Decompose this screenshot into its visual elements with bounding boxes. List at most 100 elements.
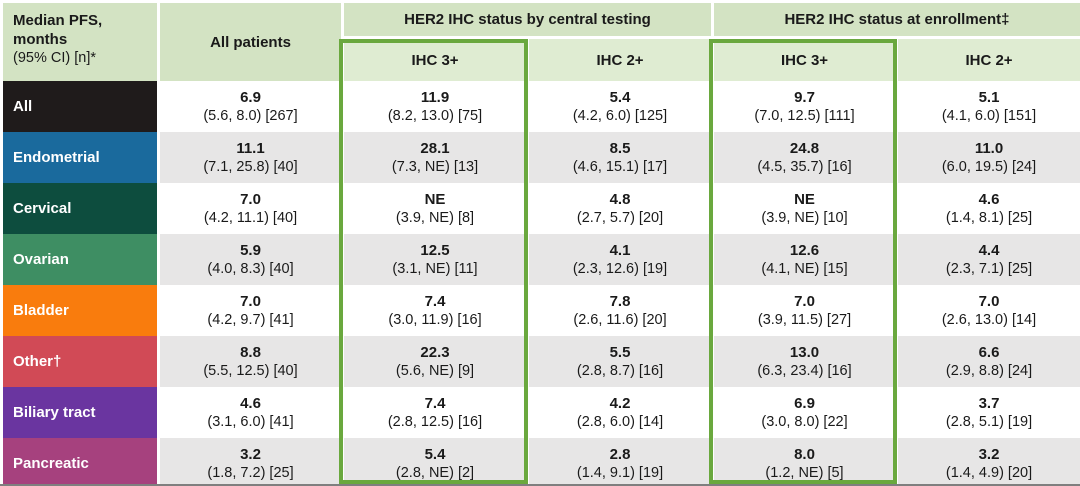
median-value: 12.5: [420, 241, 450, 259]
ci-n-value: (2.8, 5.1) [19]: [945, 413, 1033, 430]
data-cell: 5.1 (4.1, 6.0) [151]: [895, 81, 1080, 132]
data-cell: 3.2 (1.8, 7.2) [25]: [157, 438, 341, 486]
ci-n-value: (3.1, 6.0) [41]: [207, 413, 294, 430]
table-row-endometrial: Endometrial 11.1 (7.1, 25.8) [40] 28.1 (7.…: [3, 132, 1080, 183]
median-value: 5.5: [609, 343, 631, 361]
data-cell: 7.0 (4.2, 9.7) [41]: [157, 285, 341, 336]
ci-n-value: (2.8, 12.5) [16]: [387, 413, 483, 430]
median-value: 3.7: [978, 394, 1000, 412]
data-cell: 22.3 (5.6, NE) [9]: [341, 336, 526, 387]
ci-n-value: (2.3, 12.6) [19]: [572, 260, 668, 277]
ci-n-value: (3.9, 11.5) [27]: [757, 311, 852, 328]
ci-n-value: (1.4, 8.1) [25]: [945, 209, 1033, 226]
ci-n-value: (6.0, 19.5) [24]: [941, 158, 1037, 175]
ci-n-value: (3.0, 11.9) [16]: [388, 311, 482, 328]
median-value: NE: [794, 190, 815, 208]
ci-n-value: (2.6, 11.6) [20]: [573, 311, 667, 328]
median-value: 4.4: [978, 241, 1000, 259]
median-value: NE: [424, 190, 446, 208]
ci-n-value: (3.1, NE) [11]: [392, 260, 478, 277]
median-value: 22.3: [420, 343, 450, 361]
table-bottom-rule: [0, 484, 1080, 486]
data-cell: 7.0 (3.9, 11.5) [27]: [711, 285, 895, 336]
ci-n-value: (7.0, 12.5) [111]: [754, 107, 855, 124]
median-value: 6.6: [978, 343, 1000, 361]
column-header-central-ihc3: IHC 3+: [341, 39, 526, 81]
table-row-cervical: Cervical 7.0 (4.2, 11.1) [40] NE (3.9, NE)…: [3, 183, 1080, 234]
data-cell: NE (3.9, NE) [10]: [711, 183, 895, 234]
ci-n-value: (4.5, 35.7) [16]: [757, 158, 852, 175]
table-row-bladder: Bladder 7.0 (4.2, 9.7) [41] 7.4 (3.0, 11.9…: [3, 285, 1080, 336]
ci-n-value: (4.2, 9.7) [41]: [207, 311, 294, 328]
ci-n-value: (2.8, NE) [2]: [395, 464, 475, 481]
data-cell: 12.5 (3.1, NE) [11]: [341, 234, 526, 285]
median-value: 9.7: [794, 88, 815, 106]
median-value: 7.0: [240, 292, 261, 310]
data-cell: 5.5 (2.8, 8.7) [16]: [526, 336, 711, 387]
median-value: 4.6: [978, 190, 1000, 208]
column-header-central-ihc2: IHC 2+: [526, 39, 711, 81]
ci-n-value: (5.6, 8.0) [267]: [203, 107, 298, 124]
data-cell: 3.2 (1.4, 4.9) [20]: [895, 438, 1080, 486]
data-cell: 12.6 (4.1, NE) [15]: [711, 234, 895, 285]
column-header-all-patients: All patients: [157, 3, 341, 81]
ci-n-value: (6.3, 23.4) [16]: [757, 362, 852, 379]
data-cell: 3.7 (2.8, 5.1) [19]: [895, 387, 1080, 438]
corner-header-cell: Median PFS, months (95% CI) [n]*: [3, 3, 157, 81]
data-cell: 11.1 (7.1, 25.8) [40]: [157, 132, 341, 183]
median-value: 6.9: [240, 88, 261, 106]
ci-n-value: (4.2, 6.0) [125]: [572, 107, 668, 124]
ci-n-value: (4.6, 15.1) [17]: [572, 158, 668, 175]
data-cell: 5.4 (4.2, 6.0) [125]: [526, 81, 711, 132]
ci-n-value: (3.0, 8.0) [22]: [761, 413, 848, 430]
row-label-other: Other†: [3, 336, 157, 387]
data-cell: 8.0 (1.2, NE) [5]: [711, 438, 895, 486]
ci-n-value: (8.2, 13.0) [75]: [387, 107, 483, 124]
data-cell: 6.9 (3.0, 8.0) [22]: [711, 387, 895, 438]
data-cell: 7.4 (3.0, 11.9) [16]: [341, 285, 526, 336]
median-value: 3.2: [240, 445, 261, 463]
data-cell: 4.1 (2.3, 12.6) [19]: [526, 234, 711, 285]
group-header-enrollment: HER2 IHC status at enrollment‡: [711, 3, 1080, 39]
median-value: 11.9: [420, 88, 450, 106]
median-value: 24.8: [789, 139, 820, 157]
table-header: Median PFS, months (95% CI) [n]* All pat…: [3, 3, 1080, 81]
column-group-central-testing: HER2 IHC status by central testing IHC 3…: [341, 3, 711, 81]
median-value: 12.6: [789, 241, 820, 259]
data-cell: 4.6 (3.1, 6.0) [41]: [157, 387, 341, 438]
data-cell: 7.0 (2.6, 13.0) [14]: [895, 285, 1080, 336]
data-cell: 2.8 (1.4, 9.1) [19]: [526, 438, 711, 486]
subheader-row-central: IHC 3+ IHC 2+: [341, 39, 711, 81]
ci-n-value: (3.9, NE) [8]: [395, 209, 475, 226]
ci-n-value: (1.4, 9.1) [19]: [576, 464, 664, 481]
column-header-enroll-ihc2: IHC 2+: [895, 39, 1080, 81]
subheader-row-enrollment: IHC 3+ IHC 2+: [711, 39, 1080, 81]
median-value: 6.9: [794, 394, 815, 412]
table-row-biliary-tract: Biliary tract 4.6 (3.1, 6.0) [41] 7.4 (2.8…: [3, 387, 1080, 438]
data-cell: 24.8 (4.5, 35.7) [16]: [711, 132, 895, 183]
median-value: 4.1: [609, 241, 631, 259]
median-value: 4.8: [609, 190, 631, 208]
ci-n-value: (4.1, NE) [15]: [761, 260, 848, 277]
ci-n-value: (2.8, 8.7) [16]: [576, 362, 664, 379]
median-value: 4.2: [609, 394, 631, 412]
ci-n-value: (5.6, NE) [9]: [395, 362, 475, 379]
ci-n-value: (4.1, 6.0) [151]: [941, 107, 1037, 124]
median-value: 5.4: [424, 445, 446, 463]
data-cell: 7.4 (2.8, 12.5) [16]: [341, 387, 526, 438]
row-label-all: All: [3, 81, 157, 132]
data-cell: 7.8 (2.6, 11.6) [20]: [526, 285, 711, 336]
ci-n-value: (2.7, 5.7) [20]: [576, 209, 664, 226]
table-row-ovarian: Ovarian 5.9 (4.0, 8.3) [40] 12.5 (3.1, NE)…: [3, 234, 1080, 285]
table-row-pancreatic: Pancreatic 3.2 (1.8, 7.2) [25] 5.4 (2.8, N…: [3, 438, 1080, 486]
ci-n-value: (5.5, 12.5) [40]: [203, 362, 298, 379]
data-cell: 6.9 (5.6, 8.0) [267]: [157, 81, 341, 132]
data-cell: 28.1 (7.3, NE) [13]: [341, 132, 526, 183]
data-cell: 5.4 (2.8, NE) [2]: [341, 438, 526, 486]
ci-n-value: (7.3, NE) [13]: [391, 158, 479, 175]
median-value: 3.2: [978, 445, 1000, 463]
data-cell: 4.2 (2.8, 6.0) [14]: [526, 387, 711, 438]
row-label-pancreatic: Pancreatic: [3, 438, 157, 486]
data-cell: 4.4 (2.3, 7.1) [25]: [895, 234, 1080, 285]
